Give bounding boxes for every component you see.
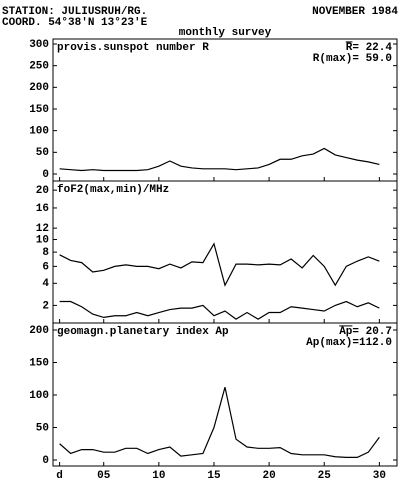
y-tick-label: 10 — [36, 234, 49, 246]
y-tick-label: 200 — [29, 325, 49, 337]
station: STATION: JULIUSRUH/RG. — [2, 6, 147, 18]
y-tick-label: 50 — [36, 147, 49, 159]
date: NOVEMBER 1984 — [312, 6, 398, 18]
y-tick-label: 200 — [29, 82, 49, 94]
x-tick-label: d — [56, 470, 63, 480]
y-tick-label: 100 — [29, 390, 49, 402]
x-tick-label: 30 — [373, 470, 386, 480]
data-line — [59, 300, 380, 320]
y-tick-label: 12 — [36, 223, 49, 235]
y-tick-label: 300 — [29, 39, 49, 51]
y-tick-label: 50 — [36, 422, 49, 434]
panel-title: provis.sunspot number R — [57, 42, 209, 54]
x-tick-label: 05 — [97, 470, 111, 480]
y-tick-label: 6 — [42, 261, 49, 273]
y-tick-label: 16 — [36, 203, 49, 215]
annotation: R= 22.4 — [346, 42, 393, 54]
annotation: Ap(max)=112.0 — [306, 337, 392, 349]
x-tick-label: 20 — [263, 470, 276, 480]
panel-title: geomagn.planetary index Ap — [57, 326, 229, 338]
y-tick-label: 0 — [42, 455, 49, 467]
x-tick-label: 15 — [207, 470, 221, 480]
y-tick-label: 150 — [29, 357, 49, 369]
data-line — [59, 387, 380, 458]
x-tick-label: 25 — [318, 470, 332, 480]
coord: COORD. 54°38'N 13°23'E — [2, 17, 148, 29]
data-line — [59, 147, 380, 172]
y-tick-label: 100 — [29, 126, 49, 138]
y-tick-label: 4 — [42, 278, 49, 290]
annotation: R(max)= 59.0 — [313, 53, 392, 65]
data-line — [59, 242, 380, 287]
x-tick-label: 10 — [152, 470, 165, 480]
y-tick-label: 2 — [42, 300, 49, 312]
y-tick-label: 150 — [29, 104, 49, 116]
y-tick-label: 0 — [42, 169, 49, 181]
y-tick-label: 20 — [36, 185, 49, 197]
y-tick-label: 250 — [29, 61, 49, 73]
y-tick-label: 8 — [42, 247, 49, 259]
annotation: Ap= 20.7 — [339, 326, 392, 338]
subtitle: monthly survey — [179, 27, 272, 39]
panel-title: foF2(max,min)/MHz — [57, 184, 169, 196]
